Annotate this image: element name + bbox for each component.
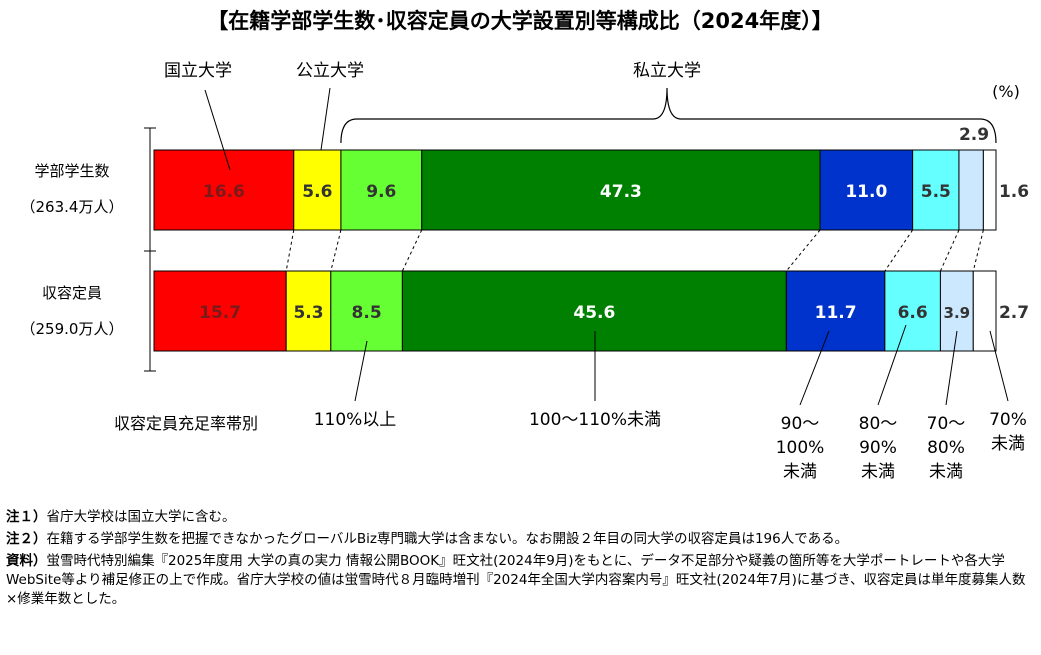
data-label-callout: 2.9 (959, 125, 989, 145)
data-label: 45.6 (573, 303, 615, 323)
data-label: 8.5 (352, 303, 382, 323)
leader-line-national (204, 89, 231, 171)
connector-line (939, 229, 960, 272)
source-text: 蛍雪時代特別編集『2025年度用 大学の真の実力 情報公開BOOK』旺文社(20… (6, 553, 1026, 607)
notes: 注１）省庁大学校は国立大学に含む。 注２）在籍する学部学生数を把握できなかったグ… (6, 508, 1036, 609)
connector-line (401, 229, 423, 272)
bar-segment (153, 270, 287, 352)
data-label: 16.6 (203, 182, 245, 202)
category-leader-line (945, 330, 958, 406)
leader-line-public (320, 87, 331, 151)
category-label: 90～ 100%未満 (776, 414, 825, 482)
note-2: 注２）在籍する学部学生数を把握できなかったグローバルBiz専門職大学は含まない。… (6, 530, 1036, 549)
connector-line (972, 229, 984, 272)
category-leader-line (877, 324, 907, 406)
bar-segment (285, 270, 332, 352)
data-label: 1.6 (999, 182, 1029, 202)
connector-line (785, 229, 821, 272)
row-label-capacity: 収容定員 (42, 284, 102, 302)
bar-segment (330, 270, 403, 352)
note-1-text: 省庁大学校は国立大学に含む。 (46, 509, 236, 525)
chart: 【在籍学部学生数･収容定員の大学設置別等構成比（2024年度）】 (%) 国立大… (21, 9, 1030, 482)
group-label-public: 公立大学 (296, 61, 364, 81)
row-sublabel-capacity: （259.0万人） (21, 320, 124, 338)
bar-segment (912, 149, 960, 231)
category-leader-line (989, 330, 1009, 402)
bar-segment (884, 270, 941, 352)
bar-segment (153, 149, 295, 231)
brace-private (340, 87, 997, 144)
note-2-text: 在籍する学部学生数を把握できなかったグローバルBiz専門職大学は含まない。なお開… (46, 531, 849, 547)
row-sublabel-students: （263.4万人） (21, 198, 124, 216)
data-label: 11.7 (815, 303, 857, 323)
category-label: 70%未満 (989, 410, 1027, 454)
note-1: 注１）省庁大学校は国立大学に含む。 (6, 508, 1036, 527)
connector-line (330, 229, 342, 272)
data-label: 11.0 (845, 182, 887, 202)
bar-segment (421, 149, 821, 231)
category-heading: 収容定員充足率帯別 (114, 414, 258, 433)
category-label: 80～ 90%未満 (859, 414, 898, 482)
row-label-students: 学部学生数 (34, 162, 109, 180)
data-label: 3.9 (944, 304, 971, 322)
data-label: 9.6 (366, 182, 396, 202)
group-label-private: 私立大学 (633, 61, 701, 81)
data-label: 47.3 (600, 182, 642, 202)
chart-title: 【在籍学部学生数･収容定員の大学設置別等構成比（2024年度）】 (207, 9, 832, 33)
data-label: 2.7 (999, 303, 1029, 323)
source-tag: 資料） (6, 553, 47, 569)
bar-segment (819, 149, 914, 231)
bar-segment (958, 149, 984, 231)
data-label: 5.6 (302, 182, 332, 202)
connector-line (285, 229, 295, 272)
category-label: 110%以上 (314, 410, 397, 430)
category-leader-line (799, 330, 830, 406)
data-label: 5.3 (293, 303, 323, 323)
data-label: 15.7 (199, 303, 241, 323)
data-label: 5.5 (921, 182, 951, 202)
bar-segment (972, 270, 997, 352)
note-1-tag: 注１） (6, 509, 47, 525)
category-label: 70～ 80%未満 (927, 414, 966, 482)
data-label: 6.6 (898, 303, 928, 323)
category-label: 100～110%未満 (529, 410, 661, 430)
chart-marks: 16.6 5.6 9.6 47.3 11.0 5.5 1.6 15.7 5.3 8.5 45.6 11… (144, 87, 1029, 482)
bar-segment (939, 270, 974, 352)
connector-line (884, 229, 914, 272)
bar-segment (401, 270, 787, 352)
source-note: 資料）蛍雪時代特別編集『2025年度用 大学の真の実力 情報公開BOOK』旺文社… (6, 552, 1036, 609)
bar-segment (982, 149, 997, 231)
bar-segment (293, 149, 342, 231)
note-2-tag: 注２） (6, 531, 47, 547)
unit-label: (%) (992, 82, 1020, 101)
category-leader-line (354, 340, 368, 402)
bar-segment (340, 149, 423, 231)
group-label-national: 国立大学 (164, 61, 232, 81)
